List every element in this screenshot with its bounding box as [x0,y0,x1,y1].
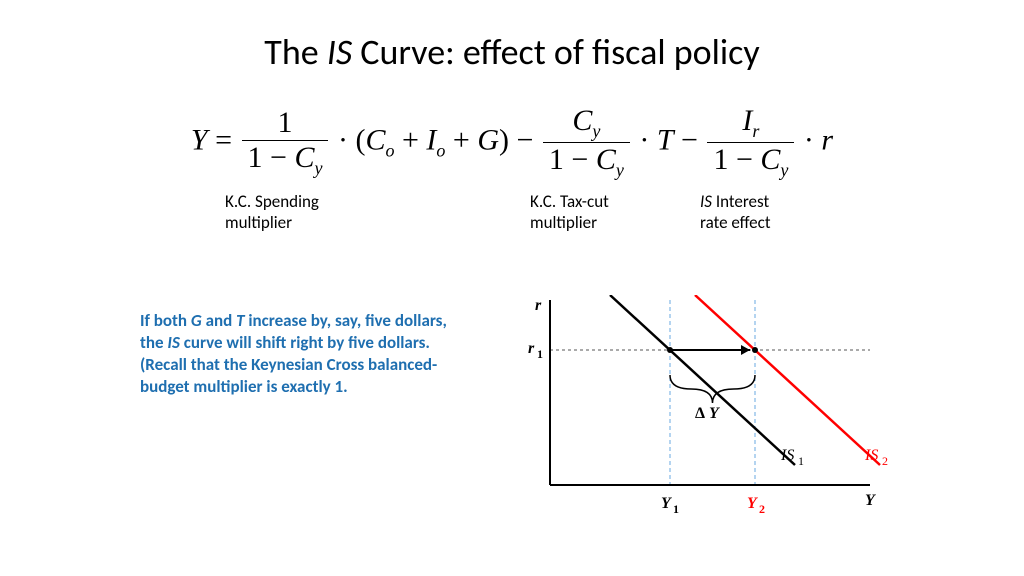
label-taxcut: K.C. Tax-cut multiplier [530,191,609,234]
svg-text:r: r [528,340,535,357]
svg-text:Y: Y [709,405,720,422]
svg-text:Δ: Δ [695,405,705,422]
eq-frac1: 1 1 − Cy [242,106,329,179]
slide-title: The IS Curve: effect of fiscal policy [0,0,1024,74]
eq-frac2: Cy 1 − Cy [543,104,630,181]
is-curve-chart: rr1ΔYIS1IS2YY1Y2 [510,295,890,525]
eq-f3-num: Ir [707,104,794,142]
eq-frac3: Ir 1 − Cy [707,104,794,181]
label-interest: IS Interest rate effect [700,191,771,234]
is-equation: Y = 1 1 − Cy · (Co + Io + G) − Cy 1 − Cy… [0,104,1024,181]
svg-text:Y: Y [661,495,672,512]
eq-f1-den: 1 − Cy [242,140,329,179]
eq-lhs: Y [191,123,208,156]
svg-text:2: 2 [882,454,888,468]
fiscal-note: If both G and T increase by, say, five d… [140,310,510,398]
svg-text:IS: IS [864,447,878,464]
eq-f2-num: Cy [543,104,630,142]
multiplier-labels-row: K.C. Spending multiplier K.C. Tax-cut mu… [0,191,1024,251]
svg-text:1: 1 [537,347,543,361]
svg-text:1: 1 [798,454,804,468]
eq-paren-open: · ( [338,123,365,156]
eq-f2-den: 1 − Cy [543,142,630,181]
title-italic: IS [327,30,352,74]
svg-text:Y: Y [747,495,758,512]
svg-text:r: r [535,297,542,314]
title-pre: The [264,30,327,74]
eq-equals: = [208,123,240,156]
svg-text:Y: Y [865,492,876,509]
svg-text:1: 1 [673,502,679,516]
svg-text:IS: IS [780,447,794,464]
label-spending: K.C. Spending multiplier [225,191,319,234]
title-post: Curve: effect of fiscal policy [352,30,760,74]
svg-text:2: 2 [759,502,765,516]
eq-f1-num: 1 [242,106,329,140]
eq-f3-den: 1 − Cy [707,142,794,181]
